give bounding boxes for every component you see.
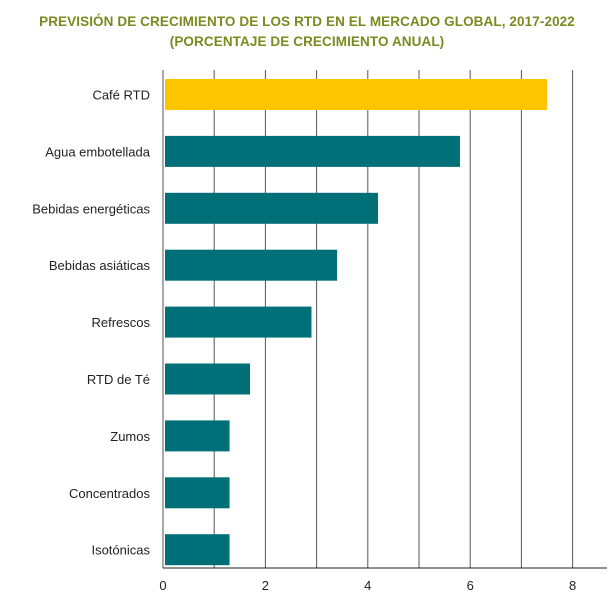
category-label: Agua embotellada [45,144,151,159]
bar [165,79,547,110]
category-label: Isotónicas [91,543,150,558]
bar [165,363,251,395]
x-tick-label: 2 [262,578,269,593]
x-tick-label: 0 [159,578,166,593]
category-label: Café RTD [92,88,150,103]
bar [165,477,230,509]
x-tick-label: 8 [569,578,576,593]
category-label: Zumos [110,429,150,444]
category-label: Concentrados [69,486,150,501]
category-label: Bebidas asiáticas [49,258,151,273]
chart-subtitle: (PORCENTAJE DE CRECIMIENTO ANUAL) [169,34,445,49]
x-axis-ticks: 0 2 4 6 8 [159,578,576,593]
category-label: Bebidas energéticas [32,201,150,216]
bar [165,192,379,224]
bar [165,249,338,281]
bar [165,534,230,566]
chart-title-block: PREVISIÓN DE CRECIMIENTO DE LOS RTD EN E… [0,12,614,52]
bar [165,420,230,452]
category-label: RTD de Té [87,372,150,387]
bars [165,79,547,566]
category-labels: Café RTD Agua embotellada Bebidas energéti… [32,88,151,558]
x-tick-label: 6 [467,578,474,593]
category-label: Refrescos [91,315,150,330]
chart-title: PREVISIÓN DE CRECIMIENTO DE LOS RTD EN E… [39,14,575,29]
bar [165,306,312,338]
bar [165,135,460,167]
x-tick-label: 4 [364,578,371,593]
